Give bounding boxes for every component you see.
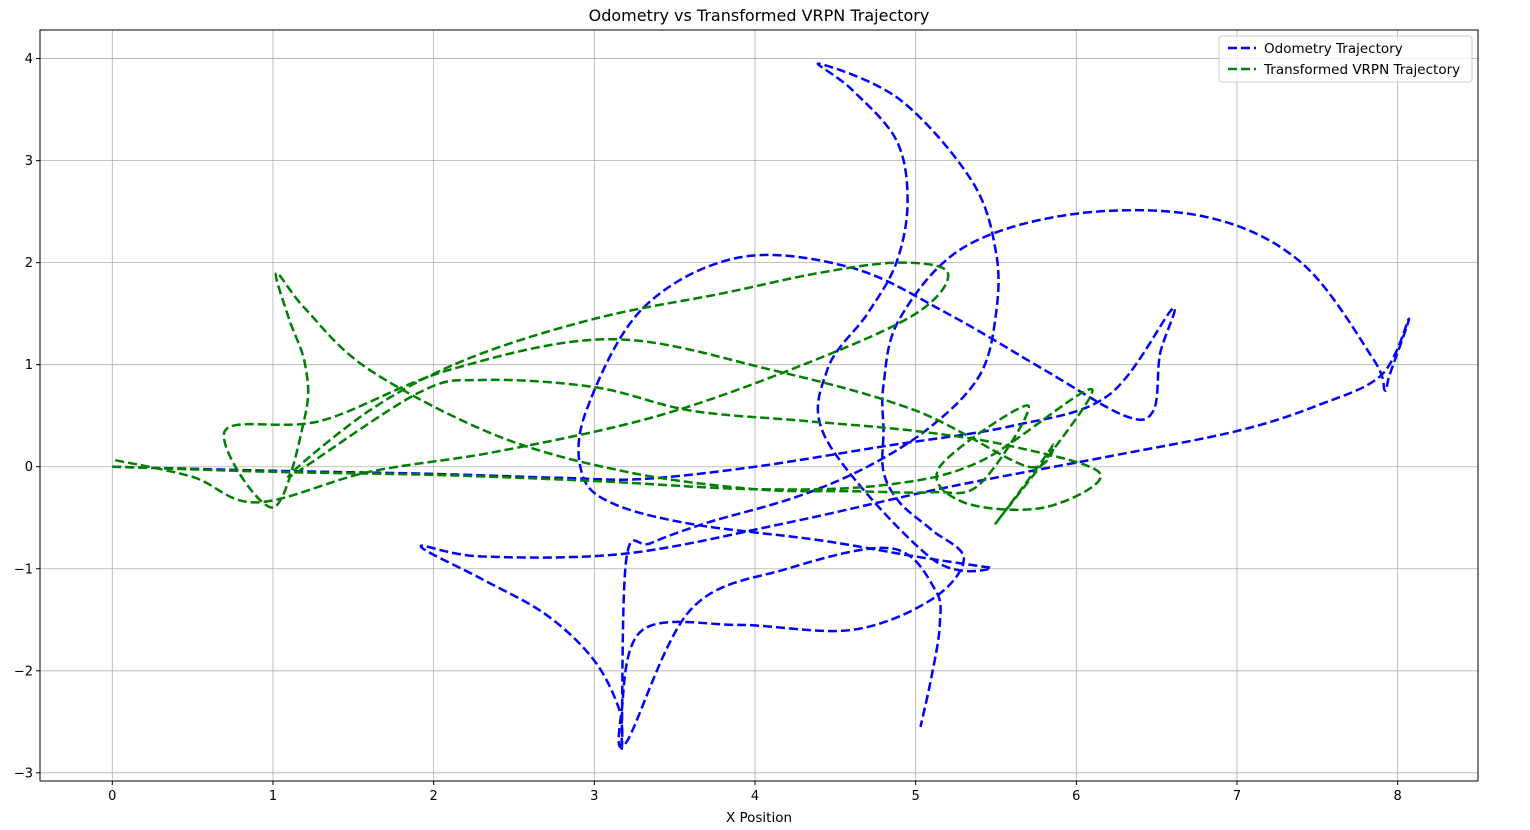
legend: Odometry Trajectory Transformed VRPN Tra… (1218, 35, 1473, 83)
x-tick-label: 8 (1394, 789, 1402, 804)
y-tick-label: 2 (25, 256, 33, 271)
plot-area-frame (39, 29, 1479, 782)
x-tick-label: 3 (590, 789, 598, 804)
x-tick-label: 0 (108, 789, 116, 804)
y-tick-label: 1 (25, 358, 33, 373)
y-tick-label: 4 (25, 52, 33, 67)
grid (40, 30, 1478, 781)
x-tick-label: 4 (751, 789, 759, 804)
y-tick-label: 3 (25, 154, 33, 169)
x-axis-label: X Position (726, 810, 792, 826)
chart-title: Odometry vs Transformed VRPN Trajectory (589, 6, 930, 25)
x-tick-label: 1 (269, 789, 277, 804)
legend-box (1218, 35, 1473, 83)
series-layer (112, 62, 1411, 752)
x-tick-label: 7 (1233, 789, 1241, 804)
legend-label-odometry: Odometry Trajectory (1264, 41, 1403, 57)
odometry-trajectory-line (112, 62, 1411, 752)
y-tick-label: −2 (14, 664, 33, 679)
y-tick-label: −3 (14, 766, 33, 781)
vrpn-trajectory-line (112, 261, 1102, 525)
axis-ticks: 0 1 2 3 4 5 6 7 8 −3 −2 −1 0 1 2 3 4 (14, 52, 1402, 804)
x-tick-label: 6 (1072, 789, 1080, 804)
y-tick-label: 0 (25, 460, 33, 475)
x-tick-label: 2 (430, 789, 438, 804)
y-tick-label: −1 (14, 562, 33, 577)
x-tick-label: 5 (912, 789, 920, 804)
legend-label-vrpn: Transformed VRPN Trajectory (1263, 62, 1460, 78)
